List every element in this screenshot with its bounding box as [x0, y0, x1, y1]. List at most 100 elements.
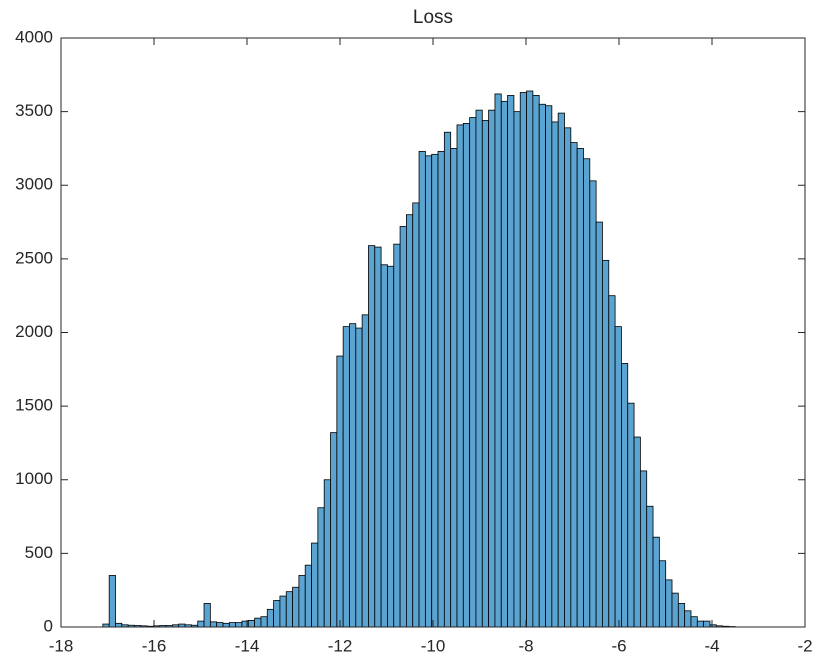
bar — [538, 103, 546, 628]
bar — [108, 575, 116, 628]
bar — [671, 592, 679, 628]
bar — [633, 436, 641, 628]
bar — [254, 617, 262, 628]
bar — [279, 595, 287, 628]
bar — [399, 226, 407, 628]
x-tick-label: -2 — [797, 636, 812, 655]
bar — [273, 600, 281, 628]
bar — [652, 536, 660, 628]
bar — [260, 616, 268, 628]
bar — [696, 620, 705, 628]
bar — [621, 363, 629, 628]
bar — [342, 326, 350, 628]
x-tick-label: -16 — [142, 636, 167, 655]
bar — [557, 112, 565, 628]
bar — [576, 148, 584, 628]
y-tick-label: 500 — [25, 543, 53, 562]
bar — [481, 120, 490, 628]
bar — [469, 117, 477, 628]
y-tick-label: 4000 — [15, 27, 53, 46]
bar — [703, 620, 711, 628]
y-tick-label: 3000 — [15, 175, 53, 194]
bar — [285, 591, 293, 628]
bar — [519, 92, 527, 628]
y-tick-label: 0 — [44, 616, 53, 635]
bar — [658, 560, 667, 628]
bar — [595, 221, 603, 628]
bar — [608, 295, 616, 628]
bar — [456, 124, 464, 628]
bar — [450, 148, 458, 628]
bar — [349, 323, 357, 628]
bar — [292, 586, 300, 628]
bar — [513, 111, 521, 628]
bar — [424, 155, 433, 628]
bar — [374, 246, 382, 628]
bar — [665, 579, 673, 628]
x-tick-label: -14 — [235, 636, 260, 655]
bar — [494, 93, 502, 628]
y-tick-label: 3500 — [15, 101, 53, 120]
bar — [235, 622, 243, 628]
bar — [216, 622, 224, 628]
bar — [583, 158, 591, 628]
bar — [412, 202, 420, 628]
y-tick-label: 2500 — [15, 248, 53, 267]
bar — [627, 402, 635, 628]
bar — [443, 131, 452, 628]
y-tick-label: 1000 — [15, 469, 53, 488]
x-tick-label: -4 — [704, 636, 719, 655]
bar — [115, 622, 123, 628]
y-tick-label: 1500 — [15, 396, 53, 415]
x-tick-label: -10 — [421, 636, 446, 655]
bar — [209, 621, 218, 628]
bar — [197, 620, 205, 628]
bar — [507, 95, 515, 628]
bar — [589, 180, 597, 628]
bar — [602, 259, 610, 628]
bar — [488, 109, 496, 628]
bar — [298, 575, 306, 628]
bar — [368, 245, 376, 628]
bar — [266, 608, 274, 628]
bar — [614, 326, 622, 628]
x-tick-label: -12 — [328, 636, 353, 655]
bar — [570, 142, 578, 628]
bar — [406, 214, 414, 628]
x-tick-label: -8 — [518, 636, 533, 655]
bar — [462, 123, 471, 628]
bar — [646, 505, 654, 628]
x-tick-label: -6 — [611, 636, 626, 655]
bar — [361, 314, 369, 628]
bar — [551, 121, 559, 628]
bar — [526, 90, 534, 628]
bar — [387, 265, 395, 628]
bar — [228, 622, 237, 628]
chart-title: Loss — [413, 7, 453, 28]
bar — [304, 564, 312, 628]
bar — [532, 95, 540, 628]
bar — [330, 432, 338, 628]
bar — [323, 479, 331, 628]
bar — [545, 105, 553, 628]
bar — [639, 470, 648, 628]
bar — [311, 542, 319, 628]
x-tick-label: -18 — [49, 636, 74, 655]
bar — [317, 507, 325, 628]
bar — [690, 616, 698, 628]
bar — [247, 619, 256, 628]
bar — [564, 127, 572, 628]
bar — [222, 622, 230, 628]
bar — [677, 603, 686, 628]
bar — [380, 264, 388, 628]
bar — [355, 327, 363, 628]
y-tick-label: 2000 — [15, 322, 53, 341]
bar — [336, 355, 344, 628]
bar — [203, 603, 211, 628]
bar — [431, 153, 439, 628]
bar — [475, 109, 483, 628]
bar — [437, 150, 445, 628]
bar — [500, 100, 508, 628]
bar — [393, 243, 401, 628]
